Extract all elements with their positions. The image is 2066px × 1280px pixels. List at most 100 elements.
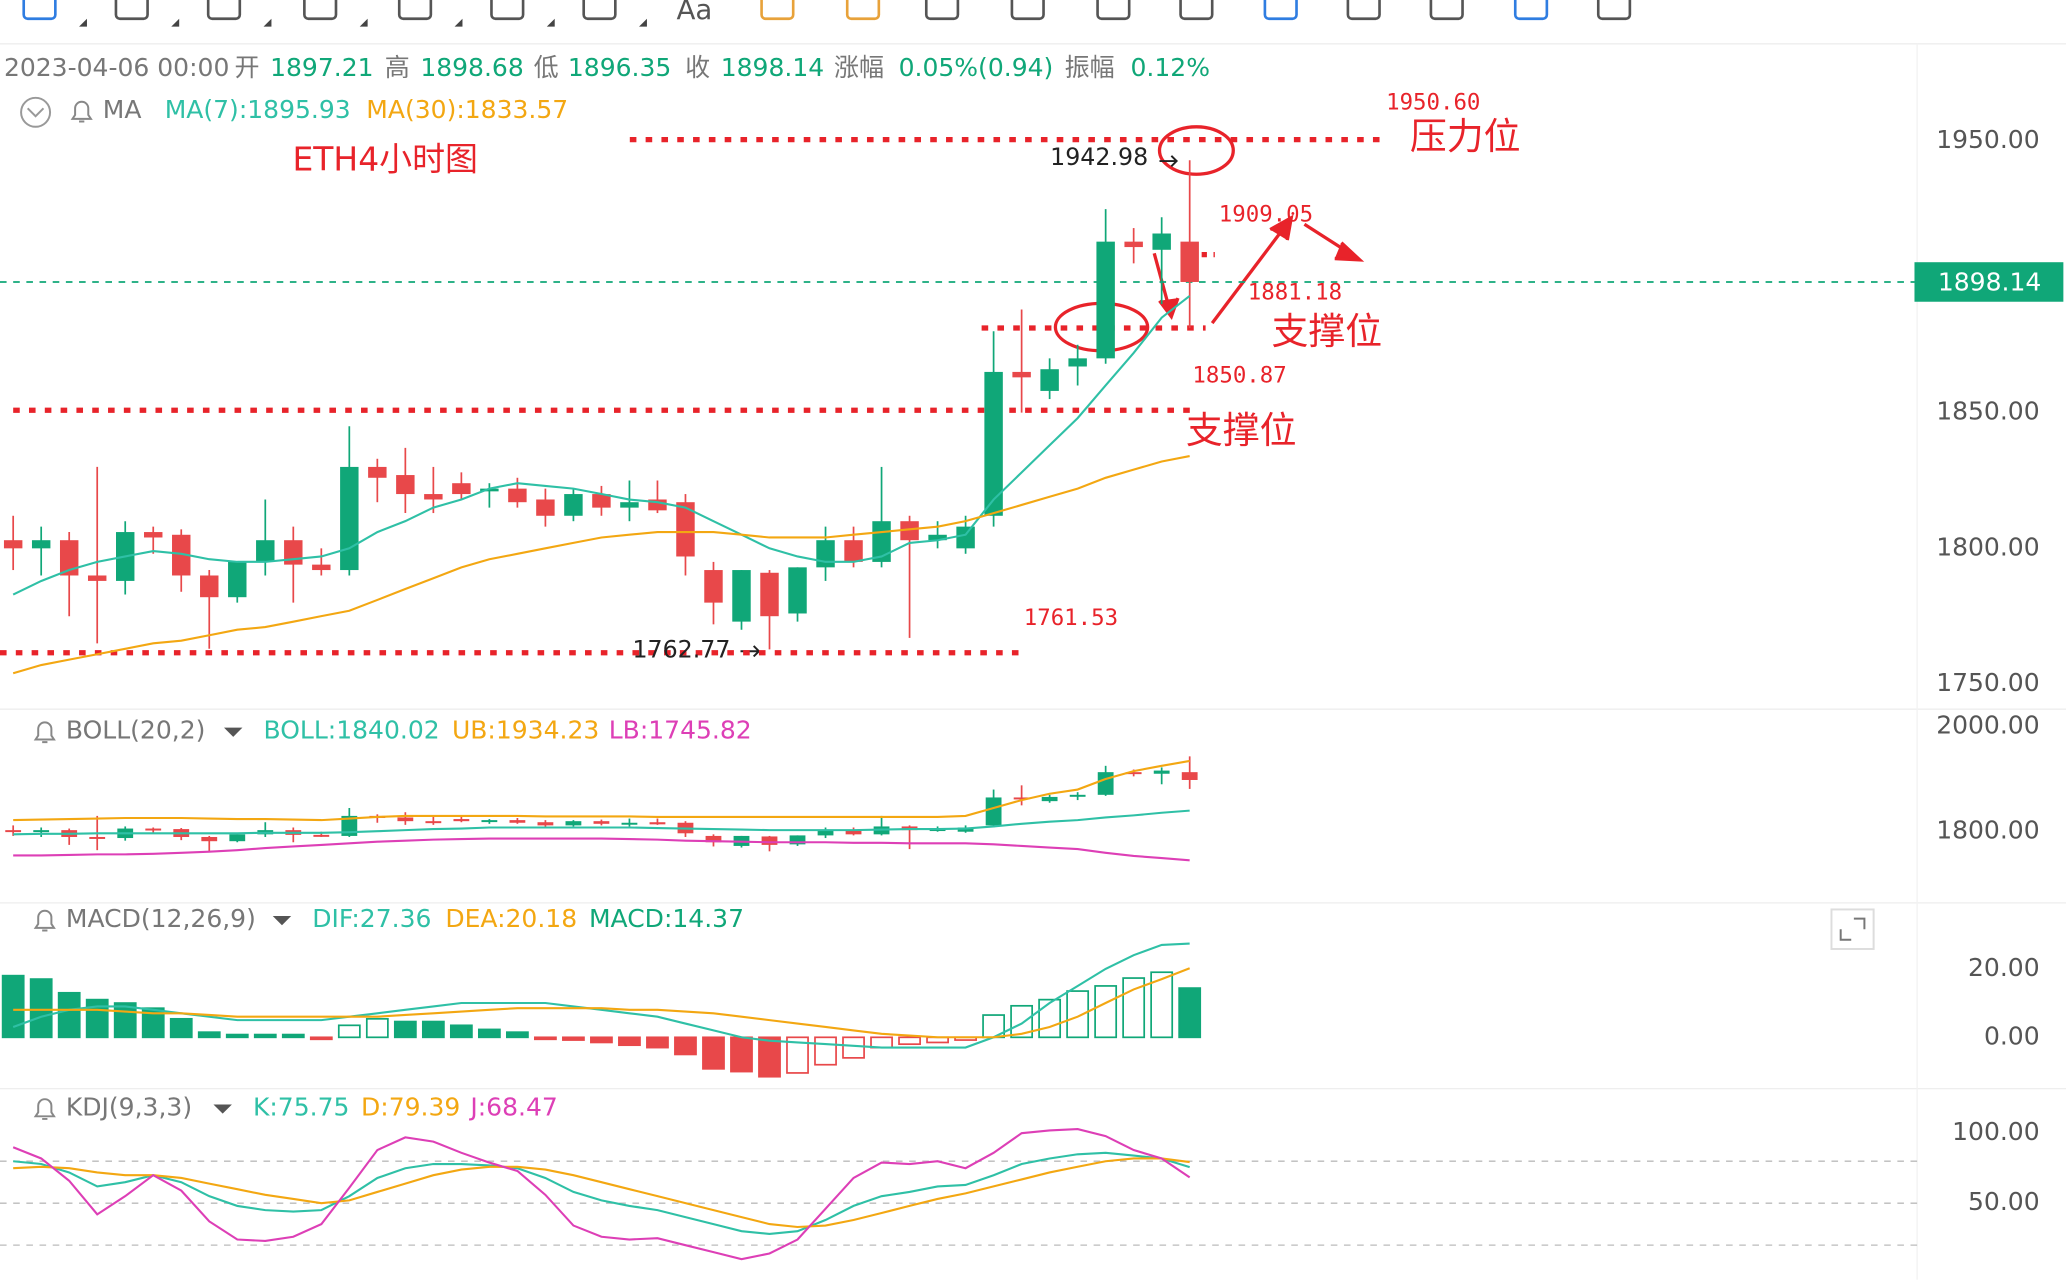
toolbar-icon[interactable] xyxy=(1346,0,1381,21)
candle-body xyxy=(788,567,807,614)
macd-bar xyxy=(1066,990,1090,1039)
candle-body xyxy=(89,836,106,839)
toolbar-icon[interactable] xyxy=(1429,0,1464,21)
macd-bar xyxy=(393,1020,417,1039)
macd-bar xyxy=(365,1017,389,1039)
collapse-chevron xyxy=(26,107,45,118)
toolbar-icon[interactable] xyxy=(1513,0,1549,21)
candle-body xyxy=(1068,358,1087,367)
toolbar-icon[interactable] xyxy=(206,0,242,21)
macd-bar xyxy=(1010,1004,1034,1039)
header-label: 振幅 xyxy=(1065,53,1115,82)
toolbar-icon[interactable] xyxy=(1596,0,1632,21)
legend-entry: LB:1745.82 xyxy=(609,716,752,745)
candle-body xyxy=(732,570,751,622)
candle-body xyxy=(397,817,414,822)
candle-body xyxy=(1097,772,1114,795)
toolbar-icon[interactable] xyxy=(924,0,960,21)
candle-body xyxy=(145,828,162,831)
toolbar-icon[interactable] xyxy=(760,0,795,21)
macd-bar xyxy=(702,1036,725,1070)
expand-icon[interactable] xyxy=(1830,908,1875,950)
alert-icon[interactable] xyxy=(33,909,56,932)
indicator-line xyxy=(13,759,1190,822)
macd-bar xyxy=(758,1036,781,1078)
candle-body xyxy=(31,540,51,549)
toolbar-icon[interactable] xyxy=(1179,0,1214,21)
indicator-dropdown[interactable] xyxy=(272,916,292,926)
indicator-line xyxy=(12,455,1190,675)
macd-bar xyxy=(253,1033,277,1039)
toolbar-icon[interactable] xyxy=(22,0,57,21)
macd-bar xyxy=(562,1036,585,1041)
candle-body xyxy=(228,561,247,598)
header-value: 0.05%(0.94) xyxy=(899,53,1054,82)
indicator-line xyxy=(13,809,1190,836)
toolbar-icon[interactable] xyxy=(1096,0,1131,21)
header-value: 1898.14 xyxy=(721,53,824,82)
candle-body xyxy=(1153,770,1170,774)
toolbar-icon[interactable] xyxy=(303,0,338,21)
macd-bar xyxy=(281,1033,305,1039)
toolbar-icon[interactable] xyxy=(582,0,617,21)
macd-bar xyxy=(169,1017,193,1039)
toolbar-icon[interactable] xyxy=(845,0,881,21)
toolbar-icon[interactable] xyxy=(397,0,433,21)
candle-body xyxy=(1040,369,1059,391)
macd-bar xyxy=(85,998,109,1039)
candle-body xyxy=(1041,796,1058,802)
header-label: 高 xyxy=(385,53,410,82)
legend-entry: D:79.39 xyxy=(361,1092,460,1121)
candle-body xyxy=(928,534,947,541)
candle-body xyxy=(33,830,50,833)
candle-body xyxy=(340,466,359,571)
candle-body xyxy=(341,815,358,836)
candle-body xyxy=(424,494,443,500)
alert-icon[interactable] xyxy=(33,1098,56,1120)
y-tick-label: 1950.00 xyxy=(1936,125,2039,154)
candle-body xyxy=(1012,371,1031,378)
candle-body xyxy=(312,564,331,571)
legend-entry: MACD:14.37 xyxy=(589,904,744,933)
toolbar-icon[interactable] xyxy=(490,0,525,21)
indicator-name[interactable]: MACD(12,26,9) xyxy=(66,904,256,933)
indicator-dropdown[interactable] xyxy=(213,1104,232,1114)
y-tick-label: 50.00 xyxy=(1968,1187,2040,1216)
header-label: 收 xyxy=(685,53,710,82)
candle-body xyxy=(453,819,470,822)
alert-icon[interactable] xyxy=(70,100,93,123)
candle-body xyxy=(564,494,583,516)
toolbar-icon[interactable] xyxy=(114,0,149,21)
candle-body xyxy=(396,475,415,495)
macd-bar xyxy=(337,1024,361,1039)
candle-body xyxy=(1125,772,1142,775)
toolbar-text[interactable]: Aa xyxy=(676,0,712,26)
level-label: 1850.87 xyxy=(1192,362,1286,388)
indicator-line xyxy=(13,1151,1190,1236)
indicator-name[interactable]: MA xyxy=(103,95,142,124)
y-tick-label: 1750.00 xyxy=(1936,668,2039,697)
candle-body xyxy=(956,526,975,549)
legend-entry: K:75.75 xyxy=(253,1092,349,1121)
collapse-icon[interactable] xyxy=(20,96,52,128)
candle-body xyxy=(1069,794,1086,797)
candle-body xyxy=(200,575,219,598)
candle-body xyxy=(844,540,863,562)
candle-body xyxy=(984,371,1003,516)
candle-body xyxy=(761,836,778,845)
indicator-name[interactable]: BOLL(20,2) xyxy=(66,716,206,745)
candle-body xyxy=(1152,233,1171,250)
alert-icon[interactable] xyxy=(33,721,56,744)
header-value: 1897.21 xyxy=(270,53,373,82)
toolbar-icon[interactable] xyxy=(1010,0,1045,21)
toolbar-icon[interactable] xyxy=(1263,0,1298,21)
macd-bar xyxy=(1,974,25,1039)
candle-body xyxy=(705,835,722,843)
indicator-name[interactable]: KDJ(9,3,3) xyxy=(66,1092,192,1121)
candle-body xyxy=(760,572,779,617)
candle-body xyxy=(649,822,666,825)
indicator-dropdown[interactable] xyxy=(223,727,243,737)
candle-body xyxy=(5,830,22,833)
macd-bar xyxy=(309,1036,333,1041)
